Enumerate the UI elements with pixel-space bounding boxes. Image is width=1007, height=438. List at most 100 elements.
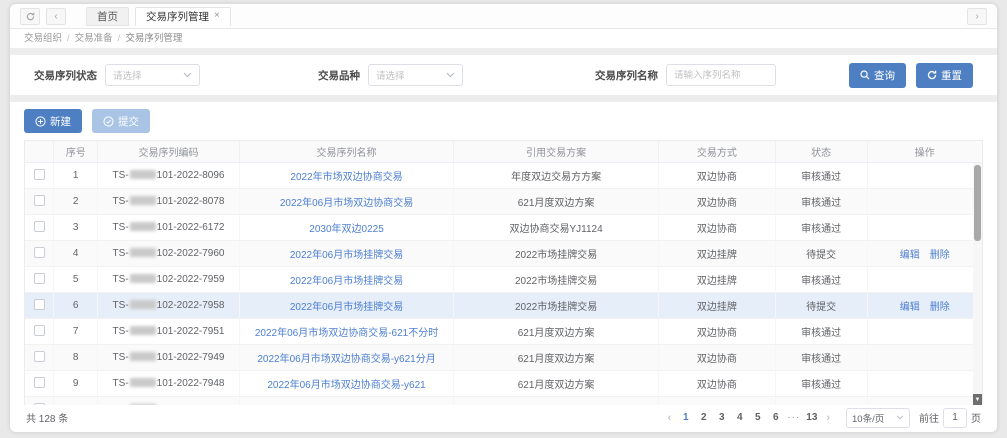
row-mode: 双边协商 (658, 188, 776, 215)
sequence-name-link[interactable]: 2022年06月市场挂牌交易 (289, 301, 404, 313)
row-actions (867, 318, 982, 345)
breadcrumb-separator: / (117, 33, 121, 44)
chevron-down-icon (183, 72, 192, 78)
pager-next-button[interactable]: › (826, 411, 830, 424)
row-op-link[interactable]: 编辑 (899, 249, 920, 261)
row-name-cell: 2022年06月市场双边协商交易-y621分月 (239, 344, 455, 371)
row-mode: 双边协商 (658, 162, 776, 189)
sequence-name-link[interactable]: 2022年06月市场双边协商交易-y621 (267, 379, 426, 391)
vertical-scrollbar[interactable]: ▼ (973, 163, 982, 405)
table-header-row: 序号 交易序列编码 交易序列名称 引用交易方案 交易方式 状态 操作 (25, 141, 982, 163)
sequence-name-link[interactable]: 2022年06月市场挂牌交易 (289, 275, 404, 287)
pager-prev-button[interactable]: ‹ (667, 411, 672, 424)
scrollbar-thumb[interactable] (974, 165, 981, 241)
redacted-code-segment (129, 247, 156, 257)
row-checkbox[interactable] (33, 195, 45, 207)
redacted-code-segment (129, 195, 156, 205)
name-filter-label: 交易序列名称 (595, 69, 658, 82)
row-actions (867, 396, 982, 405)
row-number: 8 (53, 344, 99, 371)
table-row[interactable]: 6 TS- 102-2022-7958 2022年06月市场挂牌交易 2022市场挂牌交… (25, 292, 982, 319)
row-op-link[interactable]: 删除 (929, 301, 950, 313)
page-size-select[interactable]: 10条/页 (846, 407, 910, 428)
table-row[interactable]: 1 TS- 101-2022-8096 2022年市场双边协商交易 年度双边交易方方案双… (25, 162, 982, 189)
sequence-name-link[interactable]: 2022年06月市场挂牌交易 (289, 249, 404, 261)
sequence-name-link[interactable]: 2022年06月市场双边协商交易-y621分月 (257, 353, 436, 365)
scroll-down-button[interactable]: ▼ (973, 394, 982, 405)
page-ellipsis[interactable]: ··· (787, 411, 801, 423)
row-actions (867, 344, 982, 371)
row-name-cell: 2022年06月市场双边协商交易 (239, 188, 455, 215)
tab[interactable]: 交易序列管理 × (135, 6, 231, 26)
row-checkbox[interactable] (33, 221, 45, 233)
row-plan: 2022市场挂牌交易 (453, 292, 659, 319)
table-row[interactable]: 8 TS- 101-2022-7949 2022年06月市场双边协商交易-y621分月… (25, 344, 982, 371)
row-status: 审核通过 (775, 266, 868, 293)
row-checkbox[interactable] (33, 325, 45, 337)
page-button[interactable]: 2 (701, 411, 707, 423)
page-button[interactable]: 3 (719, 411, 725, 423)
row-checkbox[interactable] (33, 299, 45, 311)
row-number: 4 (53, 240, 99, 267)
row-checkbox[interactable] (33, 169, 45, 181)
breadcrumb-item[interactable]: 交易序列管理 (125, 33, 183, 44)
row-status: 审核通过 (775, 370, 868, 397)
sequence-table: 序号 交易序列编码 交易序列名称 引用交易方案 交易方式 状态 操作 1 TS- 1… (25, 141, 982, 405)
sequence-name-link[interactable]: 2022年06月市场双边协商交易-621不分时 (254, 327, 439, 339)
filter-variety-group: 交易品种 请选择 (318, 64, 463, 86)
page-button[interactable]: 1 (683, 411, 689, 423)
row-mode: 双边挂牌 (658, 240, 776, 267)
breadcrumb-item[interactable]: 交易组织 (24, 33, 63, 44)
row-name-cell: 2022年01月市场双边协商交易 (239, 396, 455, 405)
plus-circle-icon (35, 115, 46, 127)
table-row[interactable]: 3 TS- 101-2022-6172 2030年双边0225 双边协商交易YJ1124… (25, 214, 982, 241)
tab-label: 交易序列管理 (146, 10, 209, 23)
table-row[interactable]: 10TS-101-2022-79372022年01月市场双边协商交易双边协商交易… (25, 396, 982, 405)
page-button[interactable]: 6 (773, 411, 779, 423)
status-select[interactable]: 请选择 (105, 64, 200, 86)
tab[interactable]: 首页 (86, 6, 129, 26)
row-checkbox-cell (25, 162, 55, 189)
search-button[interactable]: 查询 (849, 62, 906, 88)
row-checkbox[interactable] (33, 247, 45, 259)
sequence-name-input[interactable] (674, 69, 768, 81)
table-row[interactable]: 7 TS- 101-2022-7951 2022年06月市场双边协商交易-621不分时… (25, 318, 982, 345)
breadcrumb-item[interactable]: 交易准备 (74, 33, 113, 44)
tab-close-icon[interactable]: × (214, 10, 220, 21)
row-code: TS- 102-2022-7960 (97, 240, 240, 267)
table-row[interactable]: 2 TS- 101-2022-8078 2022年06月市场双边协商交易 621月度双边… (25, 188, 982, 215)
tab-bar: ‹ 首页 交易序列管理 × › (10, 4, 997, 29)
check-circle-icon (103, 115, 114, 127)
reset-button[interactable]: 重置 (916, 62, 973, 88)
row-status: 待提交 (775, 240, 868, 267)
row-checkbox[interactable] (33, 403, 45, 405)
page-button[interactable]: 13 (806, 411, 818, 423)
page-button[interactable]: 4 (737, 411, 743, 423)
goto-label: 前往 (919, 414, 939, 425)
variety-filter-label: 交易品种 (318, 69, 360, 82)
scroll-tabs-right-button[interactable]: › (967, 7, 987, 25)
row-checkbox-cell (25, 188, 55, 215)
row-checkbox[interactable] (33, 351, 45, 363)
redacted-code-segment (129, 403, 156, 405)
row-checkbox[interactable] (33, 377, 45, 389)
row-op-link[interactable]: 编辑 (899, 301, 920, 313)
row-number: 3 (53, 214, 99, 241)
sequence-name-link[interactable]: 2022年市场双边协商交易 (290, 171, 403, 183)
submit-button[interactable]: 提交 (92, 109, 150, 133)
table-row[interactable]: 5 TS- 102-2022-7959 2022年06月市场挂牌交易 2022市场挂牌交… (25, 266, 982, 293)
scroll-tabs-left-button[interactable]: ‹ (46, 7, 66, 25)
create-button[interactable]: 新建 (24, 109, 82, 133)
redacted-code-segment (129, 221, 156, 231)
row-checkbox[interactable] (33, 273, 45, 285)
goto-page-input[interactable] (943, 407, 967, 428)
refresh-tabs-button[interactable] (20, 7, 40, 25)
table-row[interactable]: 4 TS- 102-2022-7960 2022年06月市场挂牌交易 2022市场挂牌交… (25, 240, 982, 267)
table-row[interactable]: 9 TS- 101-2022-7948 2022年06月市场双边协商交易-y621 62… (25, 370, 982, 397)
page-button[interactable]: 5 (755, 411, 761, 423)
variety-select[interactable]: 请选择 (368, 64, 463, 86)
row-op-link[interactable]: 删除 (929, 249, 950, 261)
sequence-name-link[interactable]: 2022年06月市场双边协商交易 (279, 197, 414, 209)
sequence-name-link[interactable]: 2030年双边0225 (309, 223, 384, 235)
header-code: 交易序列编码 (97, 141, 240, 163)
